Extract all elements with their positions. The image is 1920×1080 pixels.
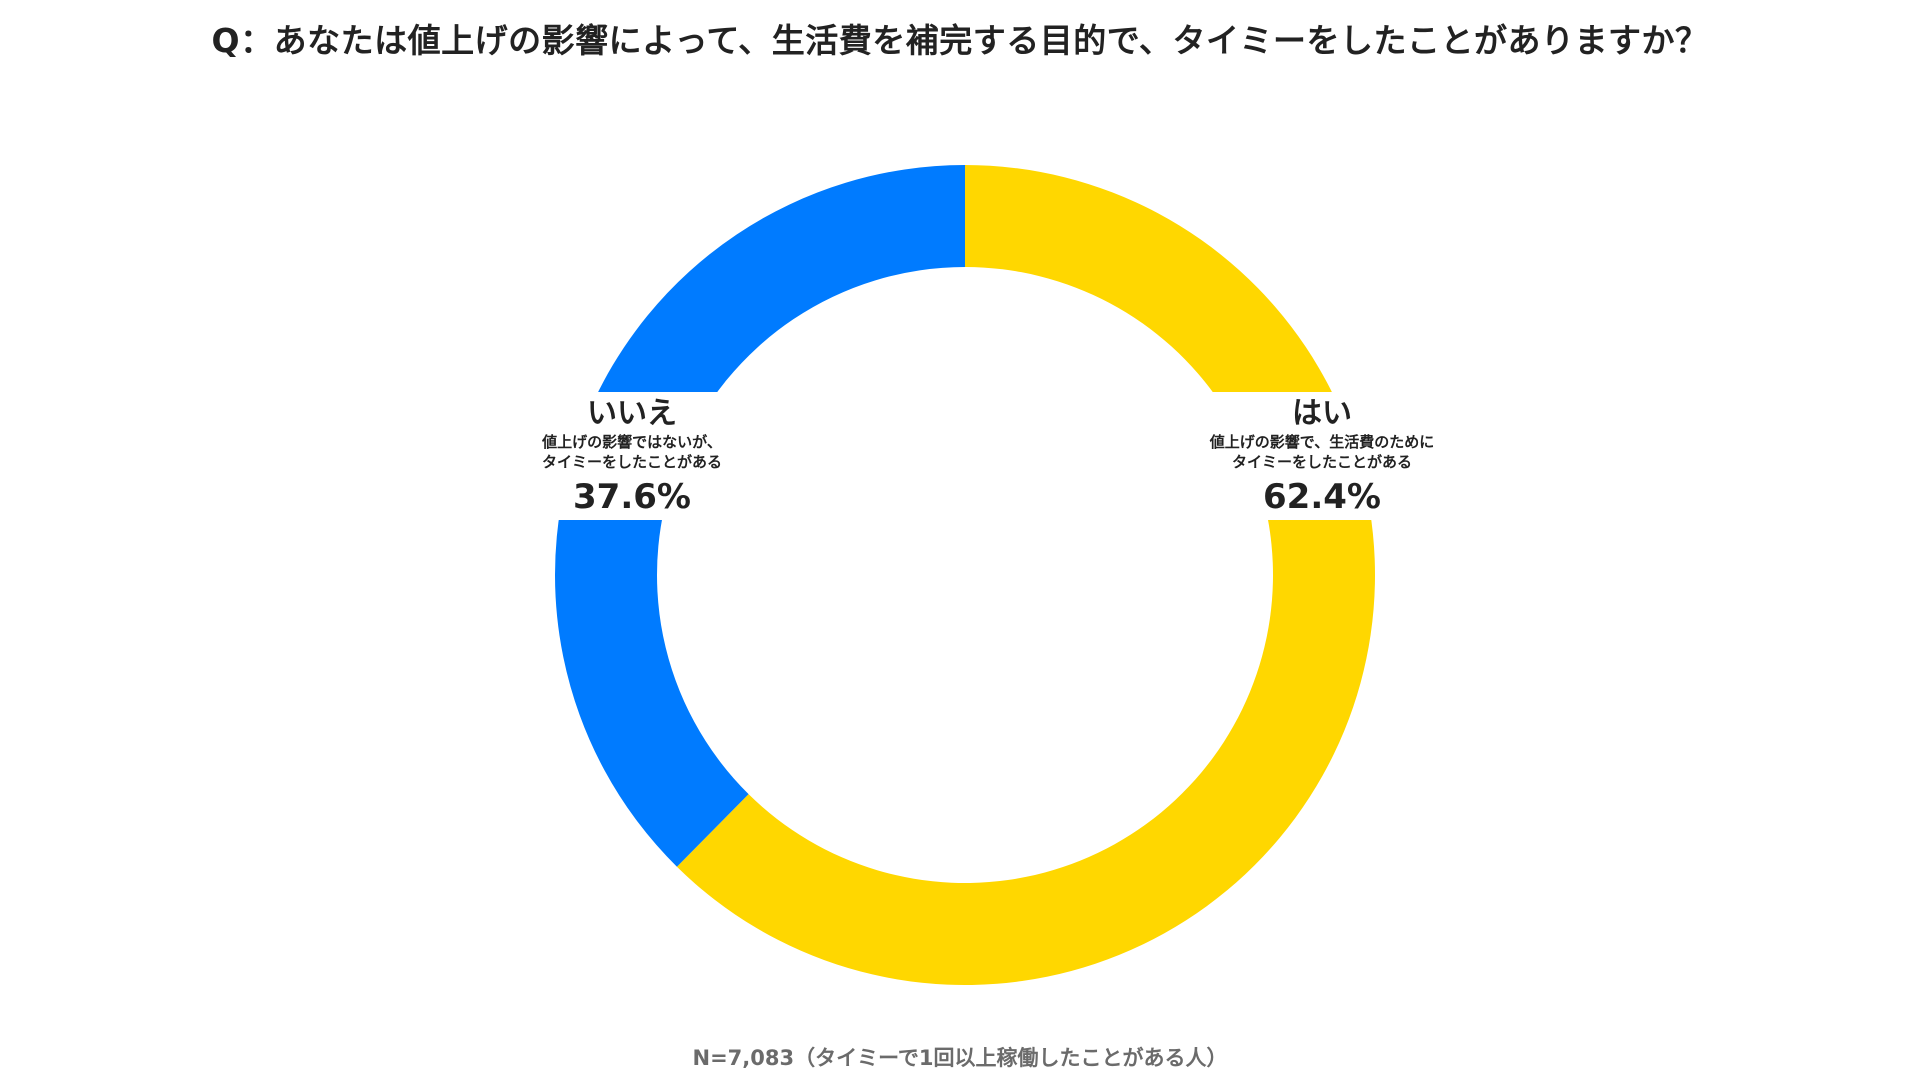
donut-slice-no <box>555 165 965 867</box>
slice-no-description-line-1: 値上げの影響ではないが、 <box>542 433 722 451</box>
slice-yes-description-line-1: 値上げの影響で、生活費のために <box>1209 433 1435 451</box>
sample-size-note: N=7,083（タイミーで1回以上稼働したことがある人） <box>692 1046 1228 1070</box>
slice-no-description-line-2: タイミーをしたことがある <box>541 453 722 471</box>
slice-yes-description-line-2: タイミーをしたことがある <box>1231 453 1412 471</box>
slice-no-name: いいえ <box>587 396 677 431</box>
slice-yes-name: はい <box>1292 396 1352 431</box>
slice-no-value: 37.6% <box>573 477 691 517</box>
slice-label-yes: はい 値上げの影響で、生活費のために タイミーをしたことがある 62.4% <box>1172 392 1472 520</box>
slice-yes-value: 62.4% <box>1263 477 1381 517</box>
slice-label-no: いいえ 値上げの影響ではないが、 タイミーをしたことがある 37.6% <box>506 392 758 520</box>
donut-slice-yes <box>676 165 1376 986</box>
chart-title: Q：あなたは値上げの影響によって、生活費を補完する目的で、タイミーをしたことがあ… <box>211 21 1709 60</box>
